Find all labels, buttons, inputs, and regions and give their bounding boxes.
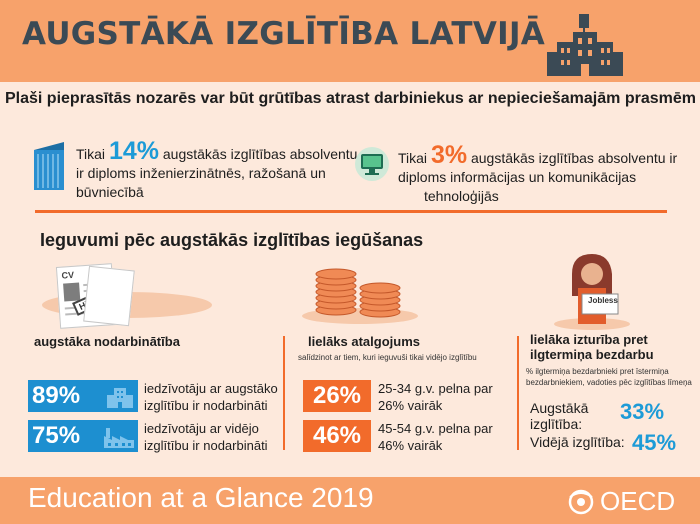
university-building-icon: [547, 14, 623, 76]
label-line1: Augstākā: [530, 400, 589, 416]
earnings-stat-26: 26%: [303, 380, 371, 412]
earnings-desc: 45-54 g.v. pelna par 46% vairāk: [378, 420, 493, 454]
unemployment-heading-line1: lielāka izturība pret: [530, 332, 648, 347]
employment-heading: augstāka nodarbinātība: [34, 334, 180, 349]
employment-desc: iedzīvotāju ar vidējo izglītību ir nodar…: [144, 420, 268, 454]
coin-stacks-icon: [302, 268, 418, 324]
page-title: AUGSTĀKĀ IZGLĪTĪBA LATVIJĀ: [22, 16, 546, 52]
earnings-desc-line2: 46% vairāk: [378, 438, 443, 453]
stat-line1: augstākās izglītības absolventu ir: [470, 150, 678, 166]
jobless-sign: Jobless: [588, 296, 618, 305]
column-divider: [517, 336, 519, 450]
stat-line2: diploms informācijas un komunikācijas: [398, 169, 637, 185]
employment-desc-line1: iedzīvotāju ar vidējo: [144, 421, 259, 436]
employment-desc-line1: iedzīvotāju ar augstāko: [144, 381, 278, 396]
computer-monitor-icon: [355, 147, 389, 181]
earnings-desc-line1: 45-54 g.v. pelna par: [378, 421, 493, 436]
stat-line2: ir diploms inženierzinātnēs, ražošanā un: [76, 165, 326, 181]
factory-icon: [104, 428, 134, 448]
label-line2: izglītība:: [530, 416, 583, 432]
employment-desc: iedzīvotāju ar augstāko izglītību ir nod…: [144, 380, 278, 414]
jobless-person-icon: [554, 254, 630, 330]
office-building-icon: [107, 388, 133, 408]
stat-value: 14%: [108, 137, 159, 165]
footer-title: Education at a Glance 2019: [28, 482, 374, 513]
unemployment-secondary-value: 45%: [632, 430, 677, 455]
earnings-desc-line2: 26% vairāk: [378, 398, 443, 413]
section-divider: [35, 210, 667, 213]
section-title: Ieguvumi pēc augstākās izglītības iegūša…: [40, 230, 424, 250]
cv-photo: [63, 282, 81, 302]
stat-line1: augstākās izglītības absolventu: [162, 146, 358, 162]
column-divider: [283, 336, 285, 450]
unemployment-heading-line2: ilgtermiņa bezdarbu: [530, 347, 654, 362]
subtitle: Plaši pieprasītās nozarēs var būt grūtīb…: [5, 90, 696, 107]
oecd-logo-text: OECD: [600, 486, 676, 516]
employment-stat-75: 75%: [28, 420, 138, 452]
earnings-desc: 25-34 g.v. pelna par 26% vairāk: [378, 380, 493, 414]
skyscraper-icon: [34, 142, 64, 190]
oecd-logo-icon: [568, 489, 594, 515]
unemployment-heading: lielāka izturība pret ilgtermiņa bezdarb…: [530, 332, 654, 362]
employment-value: 89%: [32, 382, 81, 409]
earnings-desc-line1: 25-34 g.v. pelna par: [378, 381, 493, 396]
stat-engineering: Tikai 14% augstākās izglītības absolvent…: [76, 137, 357, 202]
cv-back-page: [83, 265, 135, 327]
employment-desc-line2: izglītību ir nodarbināti: [144, 398, 268, 413]
employment-stat-89: 89%: [28, 380, 138, 412]
employment-value: 75%: [32, 422, 81, 449]
stat-prefix: Tikai: [398, 150, 428, 166]
cv-label: CV: [61, 269, 75, 281]
stat-prefix: Tikai: [76, 146, 106, 162]
unemployment-note: % ilgtermiņa bezdarbnieki pret īstermiņa…: [526, 367, 692, 387]
stat-ict: Tikai 3% augstākās izglītības absolventu…: [398, 141, 688, 206]
stat-value: 3%: [430, 141, 468, 169]
earnings-stat-46: 46%: [303, 420, 371, 452]
stat-line3: būvniecībā: [76, 184, 144, 200]
unemployment-higher-value: 33%: [620, 399, 665, 424]
earnings-heading: lielāks atalgojums: [308, 334, 420, 349]
stat-line3: tehnoloģijās: [424, 188, 499, 204]
unemployment-secondary-label: Vidējā izglītība:: [530, 434, 625, 450]
unemployment-higher-label: Augstākā izglītība:: [530, 400, 588, 432]
earnings-note: salīdzinot ar tiem, kuri ieguvuši tikai …: [298, 353, 477, 362]
employment-desc-line2: izglītību ir nodarbināti: [144, 438, 268, 453]
